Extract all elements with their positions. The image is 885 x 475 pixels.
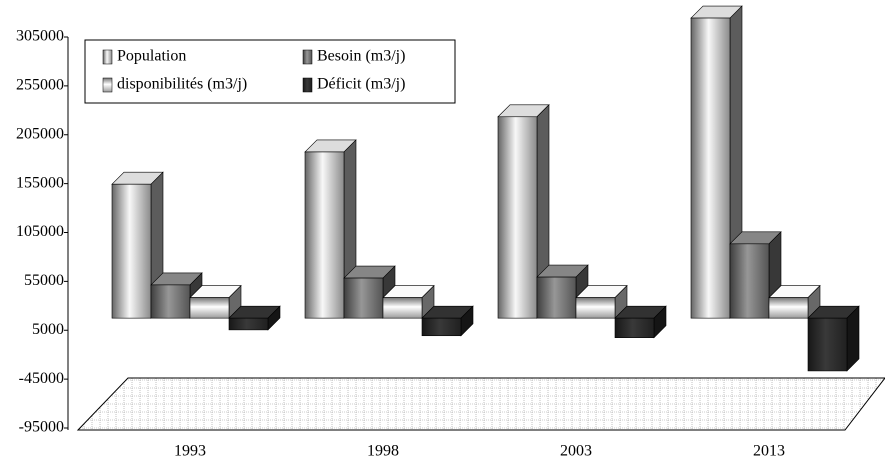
- x-tick-label: 2003: [560, 443, 592, 460]
- legend-label: Population: [117, 48, 186, 65]
- x-tick-label: 2013: [753, 443, 785, 460]
- bar: [228, 305, 281, 331]
- bar: [421, 305, 474, 337]
- bar-front: [421, 317, 462, 337]
- bar-front: [690, 17, 731, 319]
- legend-label: Besoin (m3/j): [317, 48, 405, 65]
- bar-front: [228, 317, 269, 331]
- legend: [84, 39, 456, 104]
- y-tick-label: 155000: [16, 174, 64, 191]
- legend-label: disponibilités (m3/j): [117, 76, 247, 93]
- bar-front: [497, 116, 538, 319]
- bar-front: [807, 317, 848, 372]
- bar-front: [382, 297, 423, 319]
- bar-front: [304, 151, 345, 319]
- legend-swatch: [302, 49, 313, 65]
- bar: [189, 284, 242, 319]
- bar-front: [150, 284, 191, 319]
- legend-swatch: [102, 49, 113, 65]
- legend-swatch: [102, 77, 113, 93]
- x-tick-label: 1998: [367, 443, 399, 460]
- bar-front: [575, 297, 616, 319]
- bar-front: [189, 297, 230, 319]
- y-tick-label: 5000: [32, 321, 64, 338]
- y-tick-label: 105000: [16, 223, 64, 240]
- bar: [768, 284, 821, 319]
- y-tick-label: 305000: [16, 28, 64, 45]
- y-tick-label: -45000: [19, 370, 64, 387]
- y-tick-label: 55000: [24, 272, 64, 289]
- bar: [807, 305, 860, 372]
- bar-front: [536, 276, 577, 319]
- y-tick-label: 205000: [16, 125, 64, 142]
- bar-front: [343, 277, 384, 319]
- bar: [536, 264, 589, 319]
- bar: [497, 104, 550, 319]
- legend-swatch: [302, 77, 313, 93]
- legend-label: Déficit (m3/j): [317, 76, 405, 93]
- floor: [76, 377, 885, 431]
- bar: [304, 139, 357, 319]
- bar: [382, 284, 435, 319]
- bar-front: [614, 317, 655, 338]
- bar: [614, 305, 667, 339]
- x-tick-label: 1993: [174, 443, 206, 460]
- bar: [575, 284, 628, 319]
- bar-front: [729, 243, 770, 319]
- y-tick-label: -95000: [19, 419, 64, 436]
- y-tick-label: 255000: [16, 77, 64, 94]
- bar-front: [768, 297, 809, 319]
- bar-front: [111, 183, 152, 319]
